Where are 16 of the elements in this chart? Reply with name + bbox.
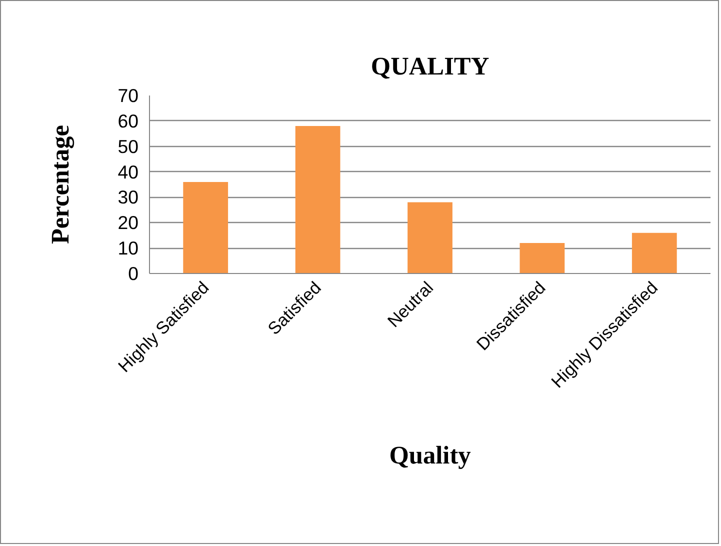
bar bbox=[183, 182, 228, 274]
y-tick-label: 10 bbox=[118, 238, 139, 259]
bar bbox=[295, 126, 340, 274]
y-tick-label: 70 bbox=[118, 85, 139, 106]
y-tick-label: 30 bbox=[118, 186, 139, 208]
y-tick-label: 40 bbox=[118, 161, 139, 182]
bar bbox=[520, 242, 565, 274]
x-axis-title: Quality bbox=[389, 442, 472, 470]
bar bbox=[632, 232, 677, 274]
y-axis-title: Percentage bbox=[46, 124, 75, 244]
y-tick-label: 20 bbox=[118, 212, 139, 234]
chart-title: QUALITY bbox=[370, 52, 490, 80]
y-tick-label: 60 bbox=[118, 110, 139, 132]
bar bbox=[408, 202, 452, 274]
y-tick-label: 50 bbox=[118, 136, 139, 157]
y-tick-label: 0 bbox=[128, 263, 139, 284]
